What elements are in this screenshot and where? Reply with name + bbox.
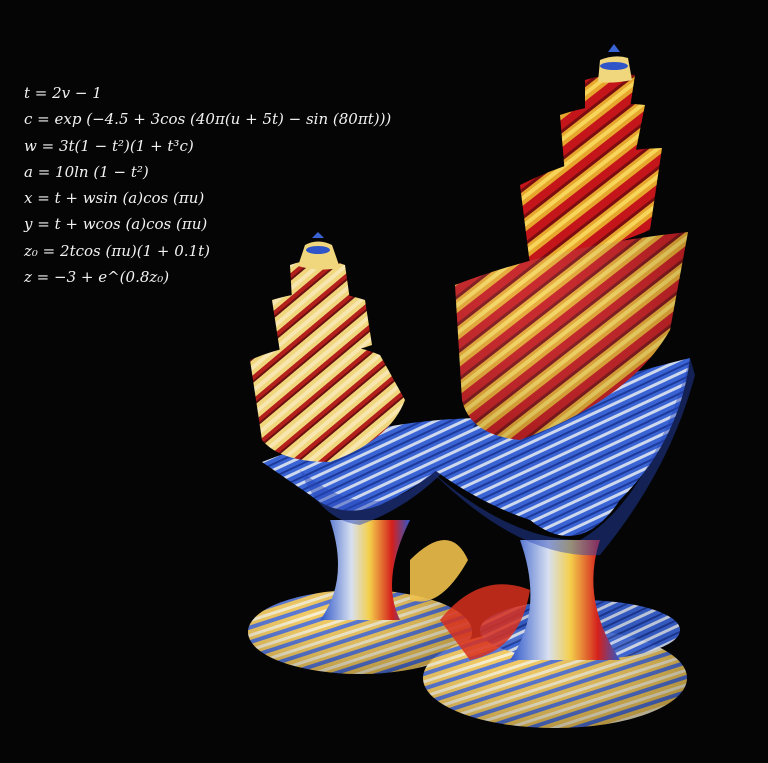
right-cone-upper [520,148,662,265]
right-waist [510,540,620,660]
equation-a: a = 10ln (1 − t²) [24,162,149,181]
left-cone-middle [250,343,405,462]
left-waist [320,520,410,620]
left-cone-upper [272,292,372,355]
equation-w: w = 3t(1 − t²)(1 + t³c) [24,136,194,155]
equation-x: x = t + wsin (a)cos (πu) [24,189,205,208]
left-shell [248,232,478,674]
equation-c: c = exp (−4.5 + 3cos (40π(u + 5t) − sin … [24,110,392,129]
equation-list: t = 2v − 1 c = exp (−4.5 + 3cos (40π(u +… [24,80,391,290]
right-shell [415,44,695,728]
equation-z: z = −3 + e^(0.8z₀) [24,268,170,287]
equation-y: y = t + wcos (a)cos (πu) [24,215,208,234]
equation-t: t = 2v − 1 [24,84,102,102]
right-funnel [415,358,690,536]
equation-z0: z₀ = 2tcos (πu)(1 + 0.1t) [24,241,210,260]
